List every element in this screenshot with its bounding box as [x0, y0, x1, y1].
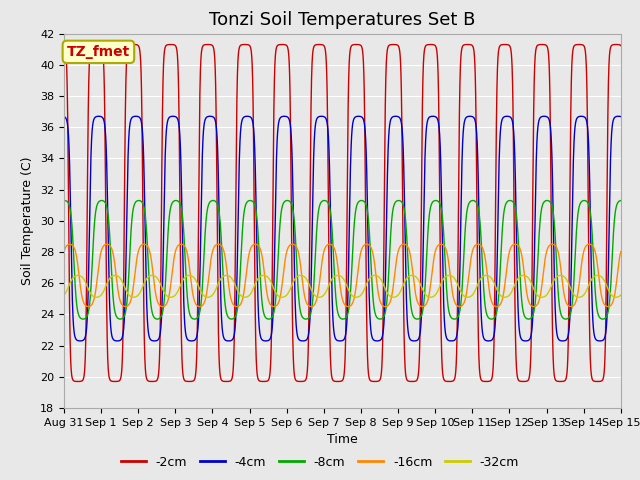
-8cm	[616, 198, 624, 204]
-4cm	[468, 113, 476, 119]
-16cm	[322, 244, 330, 250]
-32cm	[60, 292, 68, 298]
-32cm	[616, 293, 624, 299]
-32cm	[436, 282, 444, 288]
-4cm	[60, 114, 68, 120]
-16cm	[436, 241, 444, 247]
-8cm	[246, 198, 254, 204]
-32cm	[161, 289, 168, 295]
-8cm	[322, 198, 330, 204]
-4cm	[160, 204, 168, 210]
-4cm	[499, 115, 507, 121]
-16cm	[499, 294, 507, 300]
-4cm	[436, 154, 444, 160]
-32cm	[467, 293, 475, 299]
-2cm	[612, 42, 620, 48]
-16cm	[468, 253, 476, 259]
-16cm	[60, 249, 68, 254]
-32cm	[617, 292, 625, 298]
Line: -16cm: -16cm	[64, 244, 621, 307]
-16cm	[400, 241, 408, 247]
-2cm	[60, 43, 68, 48]
-2cm	[161, 51, 168, 57]
Legend: -2cm, -4cm, -8cm, -16cm, -32cm: -2cm, -4cm, -8cm, -16cm, -32cm	[116, 451, 524, 474]
-8cm	[499, 218, 507, 224]
-8cm	[617, 198, 625, 204]
-2cm	[322, 50, 330, 56]
-32cm	[499, 294, 507, 300]
-2cm	[467, 42, 475, 48]
-4cm	[617, 114, 625, 120]
-8cm	[468, 198, 476, 204]
-8cm	[160, 300, 168, 305]
-4cm	[616, 114, 624, 120]
X-axis label: Time: Time	[327, 433, 358, 446]
-16cm	[419, 304, 426, 310]
-32cm	[74, 273, 82, 278]
-2cm	[616, 42, 624, 48]
-8cm	[60, 198, 68, 204]
Title: Tonzi Soil Temperatures Set B: Tonzi Soil Temperatures Set B	[209, 11, 476, 29]
Y-axis label: Soil Temperature (C): Soil Temperature (C)	[22, 156, 35, 285]
-32cm	[612, 294, 620, 300]
Text: TZ_fmet: TZ_fmet	[67, 45, 130, 59]
Line: -2cm: -2cm	[64, 45, 621, 382]
Line: -8cm: -8cm	[64, 201, 621, 319]
Line: -32cm: -32cm	[64, 276, 621, 297]
-2cm	[617, 43, 625, 48]
-16cm	[617, 249, 625, 254]
Line: -4cm: -4cm	[64, 116, 621, 341]
-16cm	[160, 303, 168, 309]
-16cm	[616, 251, 624, 257]
-2cm	[74, 379, 82, 384]
-32cm	[322, 289, 330, 295]
-2cm	[499, 42, 507, 48]
-8cm	[228, 316, 236, 322]
-4cm	[206, 113, 214, 119]
-8cm	[436, 203, 444, 209]
-4cm	[225, 338, 232, 344]
-2cm	[436, 275, 444, 281]
-4cm	[322, 116, 330, 121]
